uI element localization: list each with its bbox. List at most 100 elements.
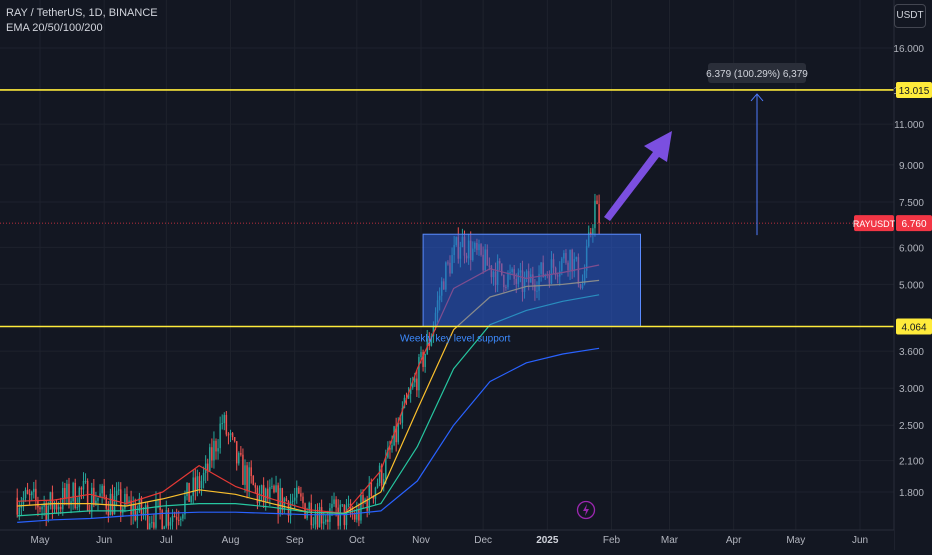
candle-body[interactable]: [229, 433, 232, 435]
candle-body[interactable]: [264, 488, 267, 502]
candle-body[interactable]: [314, 513, 317, 525]
candle-body[interactable]: [325, 519, 327, 522]
candle-body[interactable]: [53, 502, 56, 510]
candle-body[interactable]: [115, 490, 118, 497]
candle-body[interactable]: [312, 524, 315, 526]
candle-body[interactable]: [196, 476, 199, 491]
candle-body[interactable]: [337, 507, 339, 526]
candle-body[interactable]: [182, 514, 184, 519]
candle-body[interactable]: [594, 200, 596, 229]
candle-body[interactable]: [356, 509, 358, 520]
candle-body[interactable]: [86, 480, 89, 511]
candle-body[interactable]: [66, 483, 68, 499]
symbol-title[interactable]: RAY / TetherUS, 1D, BINANCE: [6, 7, 158, 19]
candle-body[interactable]: [111, 493, 114, 515]
candle-body[interactable]: [393, 426, 395, 446]
candle-body[interactable]: [57, 506, 60, 510]
candle-body[interactable]: [298, 487, 300, 494]
candle-body[interactable]: [362, 494, 364, 502]
candle-body[interactable]: [345, 505, 348, 526]
candle-body[interactable]: [318, 507, 321, 528]
candle-body[interactable]: [418, 357, 420, 391]
candle-body[interactable]: [128, 500, 130, 504]
candle-body[interactable]: [590, 232, 592, 235]
candle-body[interactable]: [167, 510, 170, 526]
candle-body[interactable]: [144, 505, 147, 513]
candle-body[interactable]: [198, 476, 201, 489]
candle-body[interactable]: [238, 453, 240, 464]
candle-body[interactable]: [186, 482, 188, 497]
candle-body[interactable]: [347, 503, 350, 506]
candle-body[interactable]: [287, 501, 290, 517]
candle-body[interactable]: [161, 510, 163, 530]
candle-body[interactable]: [177, 519, 180, 521]
candle-body[interactable]: [304, 503, 306, 519]
candle-body[interactable]: [64, 488, 66, 499]
candle-body[interactable]: [420, 352, 422, 358]
candle-body[interactable]: [414, 378, 416, 383]
candle-body[interactable]: [192, 477, 194, 497]
candle-body[interactable]: [93, 487, 95, 505]
candle-body[interactable]: [378, 465, 381, 484]
candle-body[interactable]: [416, 378, 418, 391]
candle-body[interactable]: [151, 522, 153, 524]
candle-body[interactable]: [285, 498, 288, 502]
candle-body[interactable]: [401, 408, 404, 423]
candle-body[interactable]: [59, 506, 62, 510]
candle-body[interactable]: [194, 477, 197, 491]
candle-body[interactable]: [244, 465, 246, 485]
candle-body[interactable]: [91, 487, 93, 512]
candle-body[interactable]: [130, 500, 132, 515]
candle-body[interactable]: [293, 497, 296, 501]
candle-body[interactable]: [215, 440, 217, 452]
candle-body[interactable]: [99, 493, 101, 498]
candle-body[interactable]: [153, 522, 155, 528]
candle-body[interactable]: [165, 510, 168, 527]
candle-body[interactable]: [43, 503, 45, 507]
candle-body[interactable]: [335, 499, 337, 508]
candle-body[interactable]: [409, 387, 412, 394]
candle-body[interactable]: [269, 487, 271, 499]
candle-body[interactable]: [275, 485, 277, 493]
candle-body[interactable]: [74, 482, 76, 509]
candle-body[interactable]: [366, 499, 368, 511]
candle-body[interactable]: [101, 485, 103, 494]
candle-body[interactable]: [206, 463, 209, 471]
candle-body[interactable]: [184, 496, 186, 515]
candle-body[interactable]: [364, 499, 366, 502]
candle-body[interactable]: [368, 482, 370, 511]
candle-body[interactable]: [360, 494, 362, 521]
indicator-title[interactable]: EMA 20/50/100/200: [6, 22, 103, 34]
candle-body[interactable]: [349, 503, 352, 514]
candle-body[interactable]: [213, 440, 215, 461]
consolidation-box[interactable]: [422, 233, 642, 327]
candle-body[interactable]: [107, 508, 110, 516]
candle-body[interactable]: [341, 504, 344, 506]
candle-body[interactable]: [105, 496, 108, 509]
candle-body[interactable]: [26, 489, 29, 494]
candle-body[interactable]: [72, 482, 74, 502]
candle-body[interactable]: [399, 422, 402, 424]
candle-body[interactable]: [374, 487, 377, 499]
candle-body[interactable]: [180, 518, 182, 521]
candle-body[interactable]: [35, 488, 37, 501]
candle-body[interactable]: [432, 325, 435, 337]
candle-body[interactable]: [596, 200, 598, 205]
candle-body[interactable]: [592, 228, 594, 235]
candle-body[interactable]: [331, 503, 333, 509]
candle-body[interactable]: [430, 336, 433, 346]
candle-body[interactable]: [204, 463, 207, 473]
candle-body[interactable]: [126, 493, 128, 504]
candle-body[interactable]: [262, 485, 265, 502]
candle-body[interactable]: [310, 502, 313, 526]
candle-body[interactable]: [256, 487, 259, 503]
candle-body[interactable]: [227, 434, 230, 436]
candle-body[interactable]: [385, 457, 387, 480]
candle-body[interactable]: [202, 472, 205, 481]
candle-body[interactable]: [235, 441, 238, 464]
candle-body[interactable]: [97, 497, 99, 501]
candle-body[interactable]: [120, 489, 122, 513]
candle-body[interactable]: [45, 503, 47, 521]
candle-body[interactable]: [68, 483, 70, 505]
